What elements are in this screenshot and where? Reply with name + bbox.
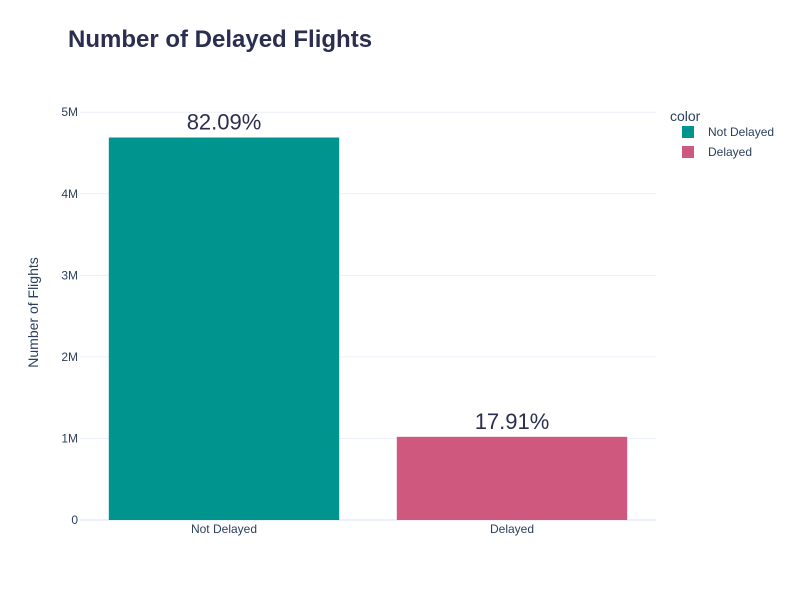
y-tick-label: 4M xyxy=(61,187,78,201)
legend-items: Not Delayed Delayed xyxy=(682,125,774,159)
data-labels: 82.09% 17.91% xyxy=(187,110,550,434)
y-tick-label: 5M xyxy=(61,105,78,119)
y-tick-label: 1M xyxy=(61,431,78,445)
x-tick-label: Delayed xyxy=(490,522,534,536)
legend: color Not Delayed Delayed xyxy=(670,108,774,159)
y-axis-title: Number of Flights xyxy=(25,257,41,367)
bars xyxy=(108,137,628,520)
legend-title: color xyxy=(670,108,701,124)
x-tick-label: Not Delayed xyxy=(191,522,257,536)
y-tick-label: 3M xyxy=(61,268,78,282)
legend-swatch xyxy=(682,146,694,158)
legend-item[interactable]: Delayed xyxy=(682,145,752,159)
bar-data-label: 82.09% xyxy=(187,110,262,135)
bar-delayed[interactable] xyxy=(396,436,628,520)
legend-swatch xyxy=(682,126,694,138)
bar-not-delayed[interactable] xyxy=(108,137,340,520)
y-tick-label: 0 xyxy=(71,513,78,527)
y-axis-ticks: 0 1M 2M 3M 4M 5M xyxy=(61,105,78,527)
legend-item[interactable]: Not Delayed xyxy=(682,125,774,139)
chart-title: Number of Delayed Flights xyxy=(68,26,372,53)
bar-data-label: 17.91% xyxy=(475,409,550,434)
y-tick-label: 2M xyxy=(61,350,78,364)
legend-label: Not Delayed xyxy=(708,125,774,139)
x-axis-ticks: Not Delayed Delayed xyxy=(191,522,534,536)
legend-label: Delayed xyxy=(708,145,752,159)
